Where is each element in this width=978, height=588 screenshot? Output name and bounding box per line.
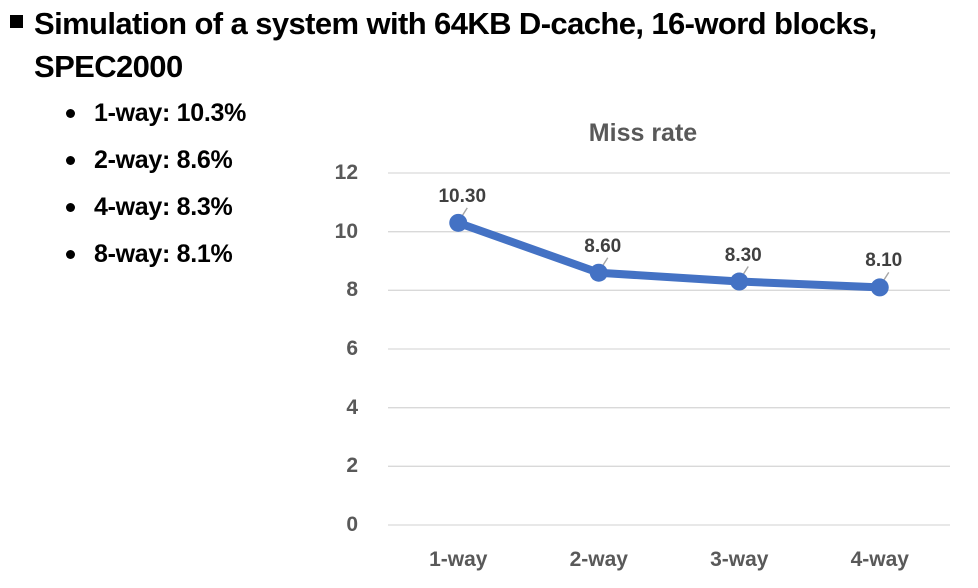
sub-bullet-label: 8-way: 8.1% — [94, 240, 233, 268]
list-item: 4-way: 8.3% — [66, 184, 246, 231]
y-tick-label: 2 — [346, 454, 358, 478]
chart-line-series — [454, 218, 884, 292]
y-tick-label: 0 — [346, 513, 358, 536]
x-category-label: 1-way — [429, 548, 488, 571]
data-point-marker — [449, 213, 468, 232]
y-tick-label: 12 — [334, 161, 358, 184]
data-point-label: 8.30 — [724, 244, 762, 266]
list-item: 1-way: 10.3% — [66, 90, 246, 137]
data-point-marker — [730, 272, 749, 291]
data-point-marker — [870, 278, 889, 297]
bullet-item-main: Simulation of a system with 64KB D-cache… — [10, 2, 976, 88]
y-tick-label: 8 — [346, 278, 358, 302]
dot-bullet-icon — [66, 109, 75, 118]
dot-bullet-icon — [66, 250, 75, 259]
slide-title: Simulation of a system with 64KB D-cache… — [34, 2, 877, 88]
data-point-marker — [589, 263, 608, 282]
x-category-label: 3-way — [710, 548, 769, 571]
list-item: 8-way: 8.1% — [66, 231, 246, 278]
sub-bullet-label: 4-way: 8.3% — [94, 193, 233, 221]
chart-title: Miss rate — [588, 119, 698, 147]
y-tick-label: 6 — [346, 337, 358, 360]
list-item: 2-way: 8.6% — [66, 137, 246, 184]
slide-title-line1: Simulation of a system with 64KB D-cache… — [34, 6, 877, 41]
y-tick-label: 4 — [346, 395, 358, 419]
sub-bullet-list: 1-way: 10.3% 2-way: 8.6% 4-way: 8.3% 8-w… — [66, 90, 246, 278]
data-point-label: 10.30 — [438, 185, 487, 207]
y-tick-label: 10 — [334, 219, 358, 243]
sub-bullet-label: 1-way: 10.3% — [94, 99, 247, 127]
x-category-label: 2-way — [569, 548, 628, 571]
sub-bullet-label: 2-way: 8.6% — [94, 146, 233, 174]
data-point-label: 8.10 — [865, 250, 903, 272]
x-category-label: 4-way — [850, 548, 909, 571]
dot-bullet-icon — [66, 203, 75, 212]
square-bullet-icon — [10, 15, 23, 28]
slide-title-line2: SPEC2000 — [34, 49, 183, 84]
dot-bullet-icon — [66, 156, 75, 165]
data-point-label: 8.60 — [584, 235, 622, 257]
